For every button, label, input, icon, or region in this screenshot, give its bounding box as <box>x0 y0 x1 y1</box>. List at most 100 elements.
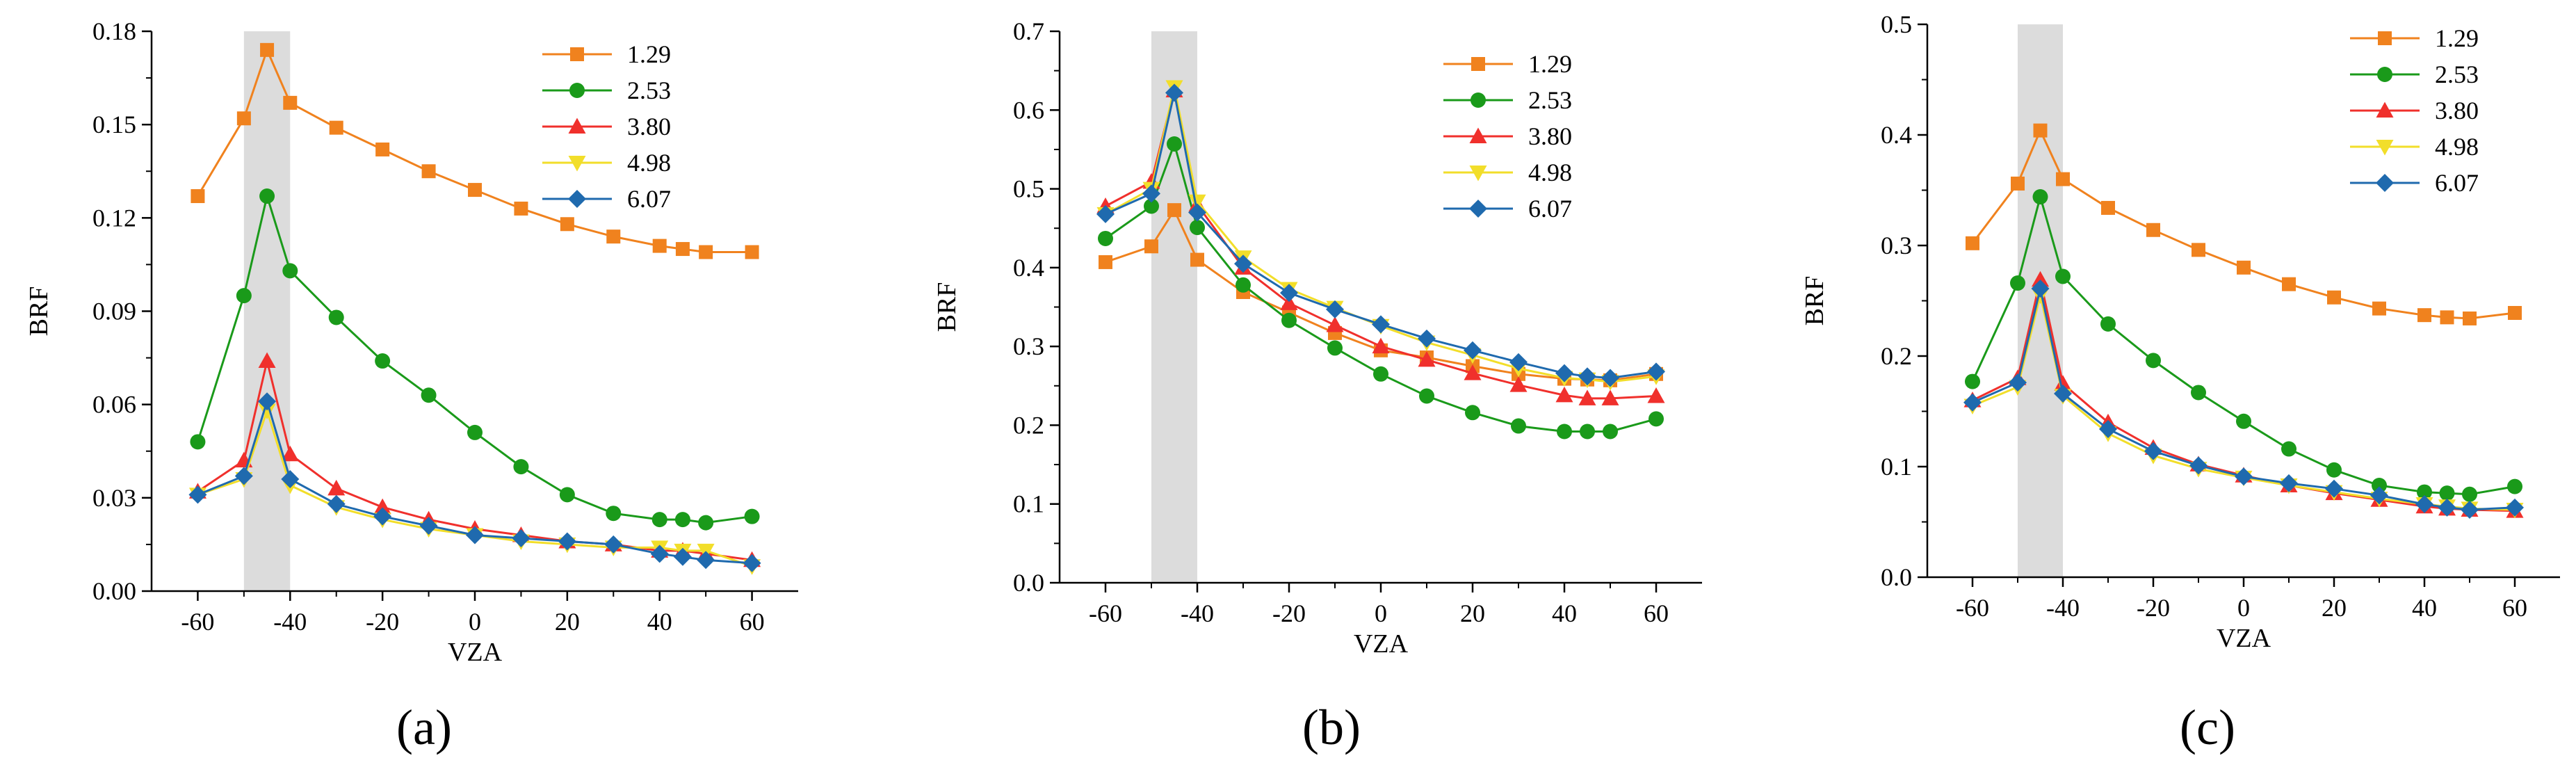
data-point <box>2417 308 2431 323</box>
data-point <box>283 95 298 110</box>
data-point <box>1234 255 1252 273</box>
legend-item: 4.98 <box>542 149 671 177</box>
series-6.07 <box>1096 83 1665 387</box>
y-tick-label: 0.12 <box>92 204 136 232</box>
y-axis-title: BRF <box>24 287 54 337</box>
data-point <box>675 242 690 257</box>
x-axis-title: VZA <box>448 638 503 667</box>
data-point <box>1464 341 1482 360</box>
data-point <box>2189 456 2208 475</box>
legend: 1.29 2.53 3.80 4.98 6.07 <box>542 40 671 213</box>
x-tick-label: -20 <box>366 608 399 636</box>
data-point <box>2507 478 2522 494</box>
data-point <box>1649 411 1664 427</box>
data-point <box>2056 172 2070 186</box>
y-tick-label: 0.0 <box>1013 569 1044 597</box>
data-point <box>373 507 392 526</box>
y-tick-label: 0.15 <box>92 111 136 138</box>
x-tick-label: -60 <box>181 608 214 636</box>
data-point <box>234 467 253 485</box>
data-point <box>1167 136 1182 152</box>
data-point <box>2032 189 2048 205</box>
data-point <box>606 506 622 522</box>
data-point <box>1418 350 1436 367</box>
series-2.53 <box>1965 189 2522 502</box>
data-point <box>375 353 391 369</box>
legend-swatch-marker <box>568 118 586 134</box>
data-point <box>1167 203 1181 218</box>
y-tick-label: 0.2 <box>1881 342 1912 370</box>
data-point <box>1142 184 1160 203</box>
data-point <box>2235 467 2253 486</box>
legend-item: 2.53 <box>542 76 671 104</box>
data-point <box>258 403 276 420</box>
data-point <box>282 263 298 279</box>
data-point <box>188 485 207 504</box>
y-tick-label: 0.7 <box>1013 17 1044 45</box>
y-tick-label: 0.1 <box>1881 453 1912 481</box>
data-point <box>421 164 436 179</box>
data-point <box>1419 388 1434 404</box>
data-point <box>1144 198 1159 214</box>
legend-item: 3.80 <box>542 113 671 140</box>
y-tick-label: 0.5 <box>1013 175 1044 203</box>
highlight-band <box>1151 31 1197 583</box>
data-point <box>2192 243 2205 257</box>
data-point <box>652 239 667 253</box>
data-point <box>2054 375 2072 391</box>
series-6.07 <box>188 392 761 572</box>
legend-item: 6.07 <box>542 185 671 213</box>
data-point <box>604 535 623 554</box>
data-point <box>1098 230 1113 246</box>
legend-label: 1.29 <box>627 40 671 68</box>
legend-swatch-marker <box>2378 31 2392 45</box>
data-point <box>2440 310 2454 325</box>
data-point <box>2236 413 2251 429</box>
legend-item: 3.80 <box>1443 122 1572 150</box>
data-point <box>651 512 667 528</box>
series-2.53 <box>1098 136 1664 440</box>
data-point <box>2506 498 2524 517</box>
data-point <box>2508 305 2522 320</box>
x-tick-label: 20 <box>1460 599 1485 627</box>
data-point <box>2146 353 2161 369</box>
data-point <box>673 547 692 566</box>
y-tick-label: 0.03 <box>92 484 136 512</box>
data-point <box>375 142 390 156</box>
data-point <box>558 532 576 551</box>
legend-item: 2.53 <box>1443 86 1572 114</box>
data-point <box>1188 194 1206 211</box>
x-tick-label: -60 <box>1089 599 1122 627</box>
data-point <box>2146 223 2160 237</box>
data-point <box>2461 501 2479 519</box>
x-tick-label: 20 <box>555 608 580 636</box>
data-point <box>327 494 346 513</box>
data-point <box>2100 316 2116 332</box>
data-point <box>1099 255 1112 269</box>
x-tick-label: 20 <box>2322 594 2347 622</box>
data-point <box>2280 474 2298 492</box>
data-point <box>1188 203 1206 222</box>
data-point <box>260 42 275 57</box>
data-point <box>467 424 483 440</box>
series-6.07 <box>1963 280 2524 519</box>
data-point <box>1281 312 1297 328</box>
legend-swatch-marker <box>570 47 584 61</box>
legend: 1.29 2.53 3.80 4.98 6.07 <box>2350 24 2479 197</box>
data-point <box>236 111 251 126</box>
data-point <box>1601 369 1619 387</box>
data-point <box>258 352 276 369</box>
data-point <box>1601 389 1619 405</box>
data-point <box>1509 376 1528 392</box>
data-point <box>1966 236 1979 250</box>
data-point <box>513 459 529 475</box>
legend-label: 2.53 <box>2435 61 2479 88</box>
data-point <box>1096 204 1115 223</box>
data-point <box>2099 419 2117 438</box>
legend-swatch-marker <box>2376 174 2394 192</box>
y-axis-title: BRF <box>1800 276 1829 326</box>
data-point <box>466 526 484 545</box>
chart-panel-b: -60 -40 -20 0 20 40 60 0.0 0.1 0.2 0.3 0.4 0.5 0.6 0.7… <box>932 17 1702 755</box>
x-tick-label: 60 <box>1644 599 1669 627</box>
data-point <box>468 183 482 197</box>
